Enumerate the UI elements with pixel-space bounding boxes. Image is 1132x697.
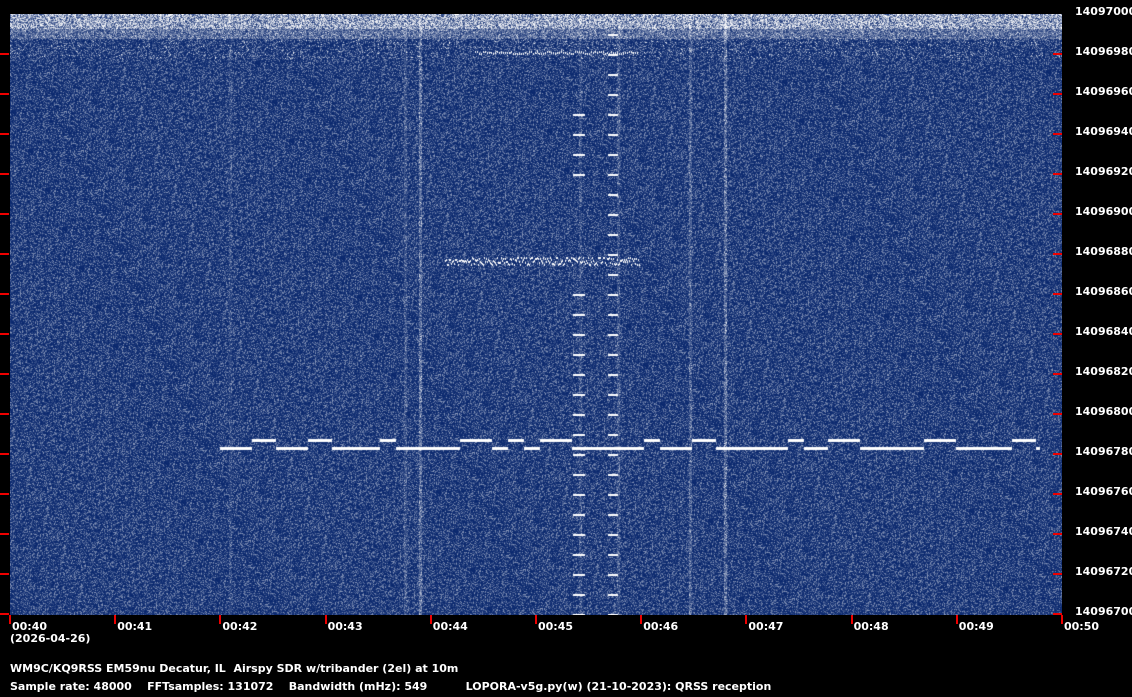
time-label: 00:40 <box>12 620 48 633</box>
freq-tick <box>0 293 9 295</box>
freq-tick <box>1053 133 1062 135</box>
time-tick <box>535 615 537 624</box>
freq-label: 14096740 <box>1075 525 1132 538</box>
freq-tick <box>0 173 9 175</box>
freq-tick <box>1053 93 1062 95</box>
freq-label: 14096960 <box>1075 85 1132 98</box>
freq-tick <box>0 493 9 495</box>
time-label: 00:41 <box>117 620 153 633</box>
waterfall-spectrogram <box>10 14 1062 615</box>
freq-tick <box>1053 333 1062 335</box>
time-label: 00:46 <box>643 620 679 633</box>
freq-tick <box>0 453 9 455</box>
time-tick <box>324 615 327 624</box>
freq-tick <box>1053 493 1062 495</box>
time-label: 00:49 <box>958 620 994 633</box>
freq-label: 14096820 <box>1075 365 1132 378</box>
time-label: 00:44 <box>432 620 468 633</box>
freq-label: 14096760 <box>1075 485 1132 498</box>
freq-tick <box>1053 213 1062 215</box>
freq-label: 14096940 <box>1075 125 1132 138</box>
time-tick <box>429 615 432 624</box>
freq-tick <box>1053 253 1062 255</box>
freq-label: 14096980 <box>1075 45 1132 58</box>
time-label: 00:45 <box>538 620 574 633</box>
time-tick <box>850 615 853 624</box>
freq-tick <box>0 613 9 615</box>
freq-label: 14096920 <box>1075 165 1132 178</box>
freq-tick <box>0 413 9 415</box>
freq-tick <box>1053 413 1062 415</box>
freq-label: 14096720 <box>1075 565 1132 578</box>
time-tick <box>955 615 958 624</box>
freq-label: 14096780 <box>1075 445 1132 458</box>
time-label: 00:48 <box>853 620 889 633</box>
freq-tick <box>0 93 9 95</box>
freq-tick <box>0 333 9 335</box>
freq-tick <box>0 533 9 535</box>
freq-tick <box>0 53 9 55</box>
freq-tick <box>1053 613 1062 615</box>
freq-label: 14097000 <box>1075 5 1132 18</box>
time-label: 00:43 <box>327 620 363 633</box>
date-label: (2026-04-26) <box>10 632 91 645</box>
freq-label: 14096880 <box>1075 245 1132 258</box>
freq-tick <box>1053 573 1062 575</box>
time-tick <box>219 615 222 624</box>
time-tick <box>9 615 11 624</box>
station-info: WM9C/KQ9RSS EM59nu Decatur, IL Airspy SD… <box>10 662 459 675</box>
freq-tick <box>1053 53 1062 55</box>
freq-tick <box>1053 373 1062 375</box>
freq-label: 14096800 <box>1075 405 1132 418</box>
freq-tick <box>0 373 9 375</box>
reception-params: Sample rate: 48000 FFTsamples: 131072 Ba… <box>10 680 772 693</box>
freq-label: 14096860 <box>1075 285 1132 298</box>
time-label: 00:47 <box>748 620 784 633</box>
time-tick <box>1061 615 1063 624</box>
time-tick <box>114 615 117 624</box>
time-label: 00:42 <box>222 620 258 633</box>
freq-tick <box>1053 533 1062 535</box>
freq-tick <box>0 253 9 255</box>
freq-tick <box>1053 293 1062 295</box>
time-tick <box>745 615 748 624</box>
time-label: 00:50 <box>1064 620 1100 633</box>
freq-label: 14096840 <box>1075 325 1132 338</box>
freq-tick <box>0 573 9 575</box>
freq-label: 14096900 <box>1075 205 1132 218</box>
freq-tick <box>1053 173 1062 175</box>
freq-tick <box>1053 453 1062 455</box>
time-tick <box>640 615 643 624</box>
freq-tick <box>0 133 9 135</box>
freq-label: 14096700 <box>1075 605 1132 618</box>
freq-tick <box>0 213 9 215</box>
